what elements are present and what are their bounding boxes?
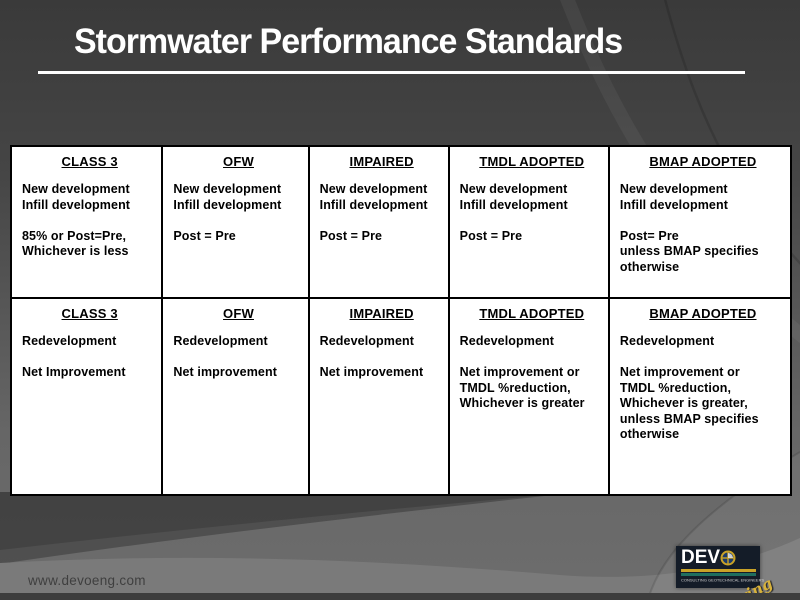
- cell-body: Redevelopment Net improvement: [173, 334, 277, 379]
- cell-body: New development Infill development 85% o…: [22, 182, 131, 258]
- column-header-bmap: BMAP ADOPTED: [649, 306, 757, 321]
- slide-title: Stormwater Performance Standards: [74, 22, 623, 61]
- cell-impaired-redev: IMPAIRED Redevelopment Net improvement: [307, 299, 448, 494]
- title-underline: [38, 71, 745, 74]
- cell-impaired-new: IMPAIRED New development Infill developm…: [307, 147, 448, 297]
- logo-tagline: CONSULTING GEOTECHNICAL ENGINEERS: [681, 578, 765, 583]
- column-header-impaired: IMPAIRED: [349, 154, 414, 169]
- column-header-tmdl: TMDL ADOPTED: [479, 154, 585, 169]
- cell-tmdl-new: TMDL ADOPTED New development Infill deve…: [447, 147, 608, 297]
- cell-ofw-new: OFW New development Infill development P…: [161, 147, 307, 297]
- cell-bmap-redev: BMAP ADOPTED Redevelopment Net improveme…: [607, 299, 790, 494]
- website-url: www.devoeng.com: [28, 573, 146, 588]
- column-header-ofw: OFW: [223, 306, 254, 321]
- cell-body: New development Infill development Post …: [173, 182, 282, 243]
- column-header-class3: CLASS 3: [61, 154, 118, 169]
- column-header-tmdl: TMDL ADOPTED: [479, 306, 585, 321]
- cell-body: Redevelopment Net improvement or TMDL %r…: [619, 334, 759, 441]
- cell-body: New development Infill development Post=…: [619, 182, 759, 274]
- column-header-bmap: BMAP ADOPTED: [649, 154, 757, 169]
- target-crosshair-icon: [720, 550, 736, 565]
- cell-tmdl-redev: TMDL ADOPTED Redevelopment Net improveme…: [447, 299, 608, 494]
- column-header-ofw: OFW: [223, 154, 254, 169]
- cell-body: Redevelopment Net improvement or TMDL %r…: [459, 334, 585, 410]
- cell-body: New development Infill development Post …: [459, 182, 568, 243]
- cell-class3-redev: CLASS 3 Redevelopment Net Improvement: [12, 299, 161, 494]
- slide-bottom-edge: [0, 593, 800, 600]
- cell-body: New development Infill development Post …: [319, 182, 428, 243]
- cell-class3-new: CLASS 3 New development Infill developme…: [12, 147, 161, 297]
- logo-wordmark: DEV: [681, 548, 756, 567]
- table-row-new-development: CLASS 3 New development Infill developme…: [12, 147, 790, 297]
- cell-bmap-new: BMAP ADOPTED New development Infill deve…: [607, 147, 790, 297]
- logo-gold-stripe: [681, 569, 756, 572]
- logo-teal-stripe: [681, 573, 756, 576]
- logo-dev-text: DEV: [681, 547, 721, 568]
- devo-engineering-logo: DEV CONSULTING GEOTECHNICAL ENGINEERS En…: [676, 546, 776, 600]
- performance-standards-table: CLASS 3 New development Infill developme…: [10, 145, 792, 496]
- column-header-impaired: IMPAIRED: [349, 306, 414, 321]
- column-header-class3: CLASS 3: [61, 306, 118, 321]
- table-row-redevelopment: CLASS 3 Redevelopment Net Improvement OF…: [12, 297, 790, 494]
- cell-body: Redevelopment Net Improvement: [22, 334, 126, 379]
- cell-ofw-redev: OFW Redevelopment Net improvement: [161, 299, 307, 494]
- cell-body: Redevelopment Net improvement: [319, 334, 424, 379]
